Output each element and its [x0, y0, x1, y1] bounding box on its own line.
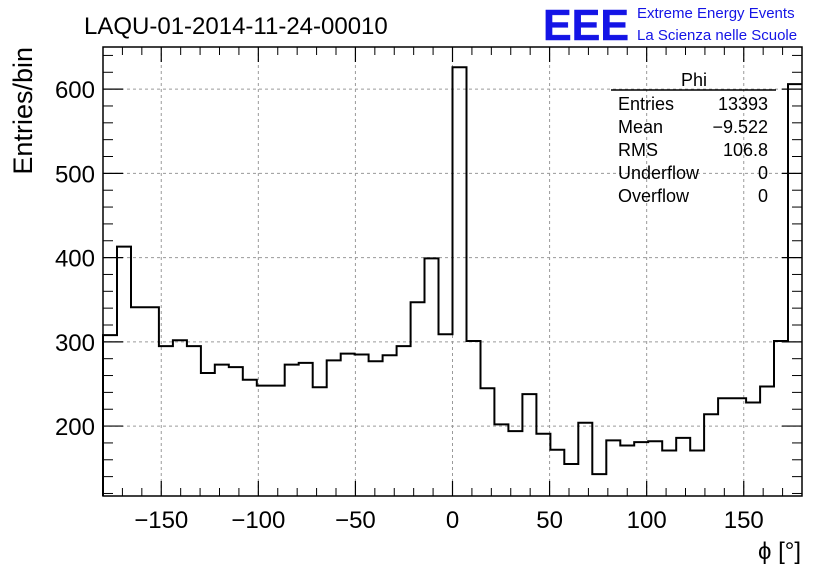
stats-overflow-value: 0	[758, 186, 768, 206]
x-tick-labels: −150 −100 −50 0 50 100 150	[134, 507, 764, 534]
histogram-outline	[102, 66, 802, 496]
stats-rms-value: 106.8	[723, 140, 768, 160]
stats-box: Phi Entries 13393 Mean −9.522 RMS 106.8 …	[611, 70, 776, 206]
x-tick-label: 150	[724, 507, 764, 534]
eee-logo: EEE Extreme Energy Events La Scienza nel…	[543, 1, 797, 51]
stats-entries-label: Entries	[618, 94, 674, 114]
y-tick-labels: 200 300 400 500 600	[55, 77, 95, 441]
x-tick-label: 100	[627, 507, 667, 534]
stats-overflow-label: Overflow	[618, 186, 690, 206]
y-tick-label: 600	[55, 77, 95, 104]
eee-logo-mark: EEE	[543, 1, 629, 50]
logo-line-2: La Scienza nelle Scuole	[637, 27, 797, 44]
stats-mean-value: −9.522	[712, 117, 768, 137]
y-tick-label: 500	[55, 161, 95, 188]
y-tick-label: 300	[55, 330, 95, 357]
stats-entries-value: 13393	[718, 94, 768, 114]
stats-mean-label: Mean	[618, 117, 663, 137]
x-tick-label: −150	[134, 507, 188, 534]
stats-underflow-value: 0	[758, 163, 768, 183]
x-tick-label: −50	[335, 507, 376, 534]
y-tick-label: 200	[55, 414, 95, 441]
x-axis-ticks	[102, 47, 803, 496]
grid-lines	[103, 47, 802, 496]
chart-title: LAQU-01-2014-11-24-00010	[84, 13, 388, 40]
stats-rms-label: RMS	[618, 140, 658, 160]
stats-underflow-label: Underflow	[618, 163, 700, 183]
x-tick-label: 0	[446, 507, 459, 534]
y-tick-label: 400	[55, 246, 95, 273]
x-tick-label: 50	[536, 507, 563, 534]
logo-line-1: Extreme Energy Events	[637, 5, 795, 22]
x-tick-label: −100	[231, 507, 285, 534]
stats-title: Phi	[681, 70, 707, 90]
x-axis-label: ϕ [°]	[758, 538, 801, 565]
y-axis-label: Entries/bin	[8, 47, 38, 175]
y-axis-ticks	[103, 54, 802, 494]
